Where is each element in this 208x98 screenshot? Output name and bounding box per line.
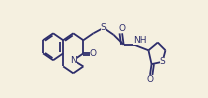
Text: NH: NH [133,36,147,45]
Text: O: O [146,75,154,84]
Text: S: S [160,57,165,66]
Text: N: N [70,56,77,65]
Text: O: O [119,24,126,33]
Text: O: O [90,49,97,58]
Text: S: S [101,23,106,32]
